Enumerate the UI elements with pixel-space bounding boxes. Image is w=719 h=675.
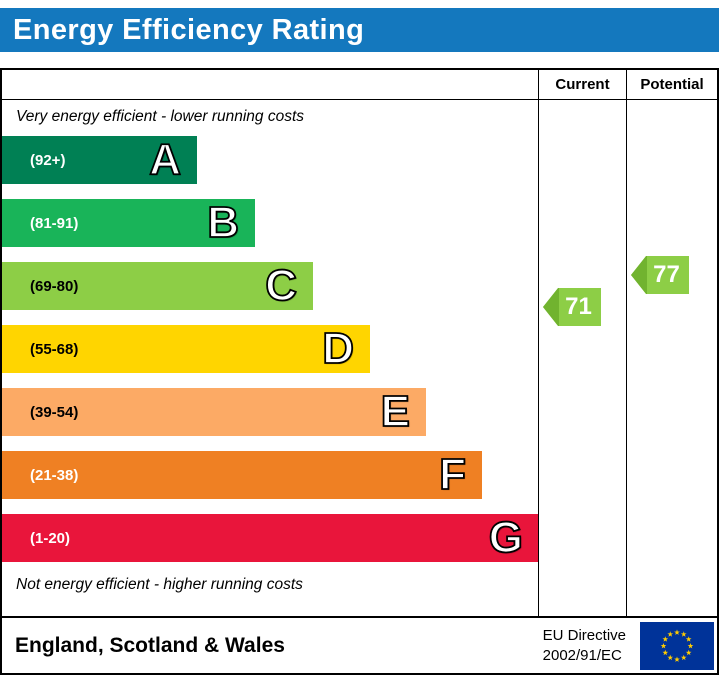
bottom-note: Not energy efficient - higher running co…	[16, 576, 303, 593]
rating-chart: Current Potential Very energy efficient …	[0, 68, 719, 618]
band-g-bar: (1-20) G	[2, 514, 538, 562]
potential-rating-pointer: 77	[631, 256, 689, 294]
band-c-range: (69-80)	[30, 277, 79, 295]
directive-group: EU Directive 2002/91/EC	[543, 621, 714, 670]
band-b-bar: (81-91) B	[2, 199, 255, 247]
rating-bands: (92+) A (81-91) B (69-80) C (55-68) D (3…	[2, 136, 538, 562]
eu-flag-icon	[640, 621, 714, 670]
band-f-range: (21-38)	[30, 466, 79, 484]
bands-area: Very energy efficient - lower running co…	[2, 100, 538, 616]
current-rating-value: 71	[565, 293, 592, 320]
band-a-letter: A	[148, 135, 182, 184]
current-column-header: Current	[538, 70, 626, 100]
band-c-letter: C	[264, 261, 298, 310]
top-note: Very energy efficient - lower running co…	[16, 108, 305, 125]
band-f-bar: (21-38) F	[2, 451, 482, 499]
band-g-letter: G	[488, 513, 524, 562]
band-e-bar: (39-54) E	[2, 388, 426, 436]
potential-column: 77	[626, 100, 717, 616]
eu-flag-field	[640, 621, 714, 670]
region-label: England, Scotland & Wales	[15, 633, 285, 657]
band-b-letter: B	[206, 198, 240, 247]
current-pointer-tip	[543, 288, 559, 326]
band-c-bar: (69-80) C	[2, 262, 313, 310]
band-d-bar: (55-68) D	[2, 325, 370, 373]
potential-rating-value: 77	[653, 261, 680, 288]
band-b-range: (81-91)	[30, 214, 79, 232]
band-g-range: (1-20)	[30, 529, 71, 547]
current-rating-pointer: 71	[543, 288, 601, 326]
potential-pointer-tip	[631, 256, 647, 294]
title-bar: Energy Efficiency Rating	[0, 8, 719, 52]
band-a-range: (92+)	[30, 151, 66, 169]
eu-directive-line1: EU Directive	[542, 627, 626, 644]
band-d-range: (55-68)	[30, 340, 79, 358]
band-a-bar: (92+) A	[2, 136, 197, 184]
band-d-letter: D	[321, 324, 355, 373]
current-column: 71	[538, 100, 626, 616]
page-title: Energy Efficiency Rating	[13, 13, 365, 46]
potential-column-header: Potential	[626, 70, 717, 100]
band-e-range: (39-54)	[30, 403, 79, 421]
band-f-letter: F	[438, 450, 467, 499]
eu-directive-label: EU Directive 2002/91/EC	[543, 626, 626, 665]
footer: England, Scotland & Wales EU Directive 2…	[0, 618, 719, 675]
chart-header-spacer	[2, 70, 538, 100]
band-e-letter: E	[380, 387, 411, 436]
eu-directive-line2: 2002/91/EC	[542, 646, 622, 664]
